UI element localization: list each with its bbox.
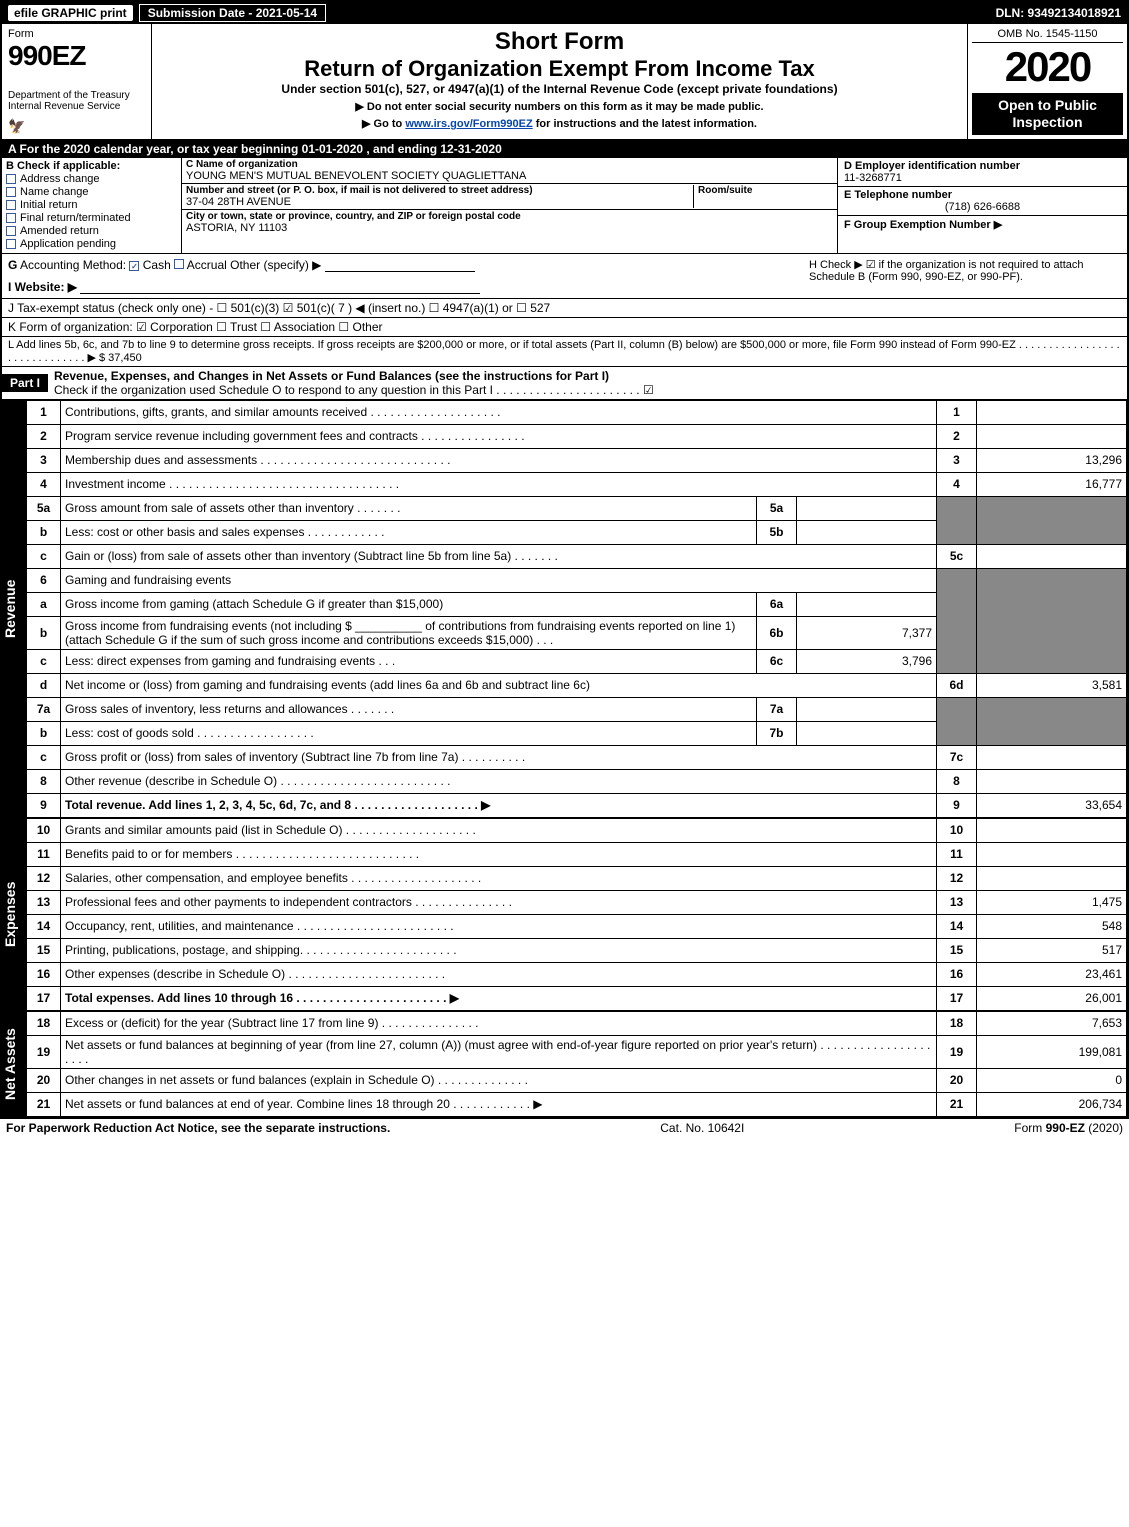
irs-eagle-icon: 🦅: [8, 118, 25, 135]
part-i-check-note: Check if the organization used Schedule …: [54, 383, 654, 397]
addr-value: 37-04 28TH AVENUE: [186, 196, 693, 208]
part-i-label: Part I: [2, 374, 48, 392]
footer-center: Cat. No. 10642I: [660, 1121, 744, 1135]
city-value: ASTORIA, NY 11103: [186, 222, 833, 234]
cb-initial-return[interactable]: [6, 200, 16, 210]
cb-cash[interactable]: [129, 261, 139, 271]
phone-label: E Telephone number: [844, 189, 1121, 201]
irs-link[interactable]: www.irs.gov/Form990EZ: [405, 118, 532, 130]
top-bar: efile GRAPHIC print Submission Date - 20…: [2, 2, 1127, 24]
cb-name-change[interactable]: [6, 187, 16, 197]
table-row: 8Other revenue (describe in Schedule O) …: [27, 769, 1127, 793]
net-assets-table: 18Excess or (deficit) for the year (Subt…: [26, 1011, 1127, 1117]
form-number: 990EZ: [8, 40, 145, 72]
table-row: 5aGross amount from sale of assets other…: [27, 496, 1127, 520]
department-label: Department of the Treasury Internal Reve…: [8, 90, 145, 112]
revenue-table: 1Contributions, gifts, grants, and simil…: [26, 400, 1127, 818]
page-footer: For Paperwork Reduction Act Notice, see …: [0, 1119, 1129, 1137]
table-row: 18Excess or (deficit) for the year (Subt…: [27, 1011, 1127, 1035]
table-row: 1Contributions, gifts, grants, and simil…: [27, 400, 1127, 424]
table-row: 19Net assets or fund balances at beginni…: [27, 1035, 1127, 1068]
table-row: cGain or (loss) from sale of assets othe…: [27, 544, 1127, 568]
ein-value: 11-3268771: [844, 172, 1121, 184]
title-short: Short Form: [160, 28, 959, 56]
table-row: 17Total expenses. Add lines 10 through 1…: [27, 986, 1127, 1010]
title-subtitle: Under section 501(c), 527, or 4947(a)(1)…: [160, 82, 959, 96]
table-row: 12Salaries, other compensation, and empl…: [27, 866, 1127, 890]
table-row: cGross profit or (loss) from sales of in…: [27, 745, 1127, 769]
cb-amended-return[interactable]: [6, 226, 16, 236]
addr-label: Number and street (or P. O. box, if mail…: [186, 185, 693, 196]
table-row: 6Gaming and fundraising events: [27, 568, 1127, 592]
form-id-box: Form 990EZ 🦅 Department of the Treasury …: [2, 24, 152, 139]
submission-date: Submission Date - 2021-05-14: [139, 4, 326, 22]
line-j: J Tax-exempt status (check only one) - ☐…: [2, 299, 1127, 318]
table-row: 2Program service revenue including gover…: [27, 424, 1127, 448]
expenses-table: 10Grants and similar amounts paid (list …: [26, 818, 1127, 1011]
line-g: G Accounting Method: Cash Accrual Other …: [8, 258, 801, 272]
form-label: Form: [8, 28, 145, 40]
note-link: ▶ Go to www.irs.gov/Form990EZ for instru…: [160, 117, 959, 130]
efile-print-button[interactable]: efile GRAPHIC print: [8, 5, 133, 21]
cb-final-return[interactable]: [6, 213, 16, 223]
tax-year: 2020: [972, 43, 1123, 91]
ein-label: D Employer identification number: [844, 160, 1121, 172]
side-revenue: Revenue: [2, 400, 26, 818]
side-net-assets: Net Assets: [2, 1011, 26, 1117]
footer-left: For Paperwork Reduction Act Notice, see …: [6, 1121, 390, 1135]
phone-value: (718) 626-6688: [844, 201, 1121, 213]
table-row: dNet income or (loss) from gaming and fu…: [27, 673, 1127, 697]
title-main: Return of Organization Exempt From Incom…: [160, 56, 959, 82]
table-row: 14Occupancy, rent, utilities, and mainte…: [27, 914, 1127, 938]
table-row: 11Benefits paid to or for members . . . …: [27, 842, 1127, 866]
section-b-label: B Check if applicable:: [6, 160, 177, 172]
org-name: YOUNG MEN'S MUTUAL BENEVOLENT SOCIETY QU…: [186, 170, 833, 182]
footer-right: Form 990-EZ (2020): [1014, 1121, 1123, 1135]
org-name-label: C Name of organization: [186, 159, 833, 170]
side-expenses: Expenses: [2, 818, 26, 1011]
line-h: H Check ▶ ☑ if the organization is not r…: [801, 258, 1121, 294]
section-b: B Check if applicable: Address change Na…: [2, 158, 182, 253]
cb-address-change[interactable]: [6, 174, 16, 184]
table-row: 4Investment income . . . . . . . . . . .…: [27, 472, 1127, 496]
form-meta-box: OMB No. 1545-1150 2020 Open to Public In…: [967, 24, 1127, 139]
part-i-title: Revenue, Expenses, and Changes in Net As…: [54, 369, 609, 383]
group-exemption-label: F Group Exemption Number ▶: [844, 218, 1121, 231]
section-c: C Name of organization YOUNG MEN'S MUTUA…: [182, 158, 837, 253]
table-row: 15Printing, publications, postage, and s…: [27, 938, 1127, 962]
table-row: 7aGross sales of inventory, less returns…: [27, 697, 1127, 721]
table-row: 20Other changes in net assets or fund ba…: [27, 1068, 1127, 1092]
table-row: 9Total revenue. Add lines 1, 2, 3, 4, 5c…: [27, 793, 1127, 817]
dln: DLN: 93492134018921: [996, 6, 1121, 20]
note-ssn: ▶ Do not enter social security numbers o…: [160, 100, 959, 113]
omb-number: OMB No. 1545-1150: [972, 28, 1123, 43]
inspection-badge: Open to Public Inspection: [972, 93, 1123, 135]
table-row: 3Membership dues and assessments . . . .…: [27, 448, 1127, 472]
form-title-box: Short Form Return of Organization Exempt…: [152, 24, 967, 139]
cb-application-pending[interactable]: [6, 239, 16, 249]
period-row: A For the 2020 calendar year, or tax yea…: [2, 140, 1127, 158]
line-k: K Form of organization: ☑ Corporation ☐ …: [2, 318, 1127, 337]
table-row: 10Grants and similar amounts paid (list …: [27, 818, 1127, 842]
section-def: D Employer identification number 11-3268…: [837, 158, 1127, 253]
table-row: 21Net assets or fund balances at end of …: [27, 1092, 1127, 1116]
line-i: I Website: ▶: [8, 280, 801, 294]
city-label: City or town, state or province, country…: [186, 211, 833, 222]
line-l: L Add lines 5b, 6c, and 7b to line 9 to …: [2, 337, 1127, 367]
table-row: 13Professional fees and other payments t…: [27, 890, 1127, 914]
room-label: Room/suite: [698, 185, 833, 196]
cb-accrual[interactable]: [174, 259, 184, 269]
table-row: 16Other expenses (describe in Schedule O…: [27, 962, 1127, 986]
